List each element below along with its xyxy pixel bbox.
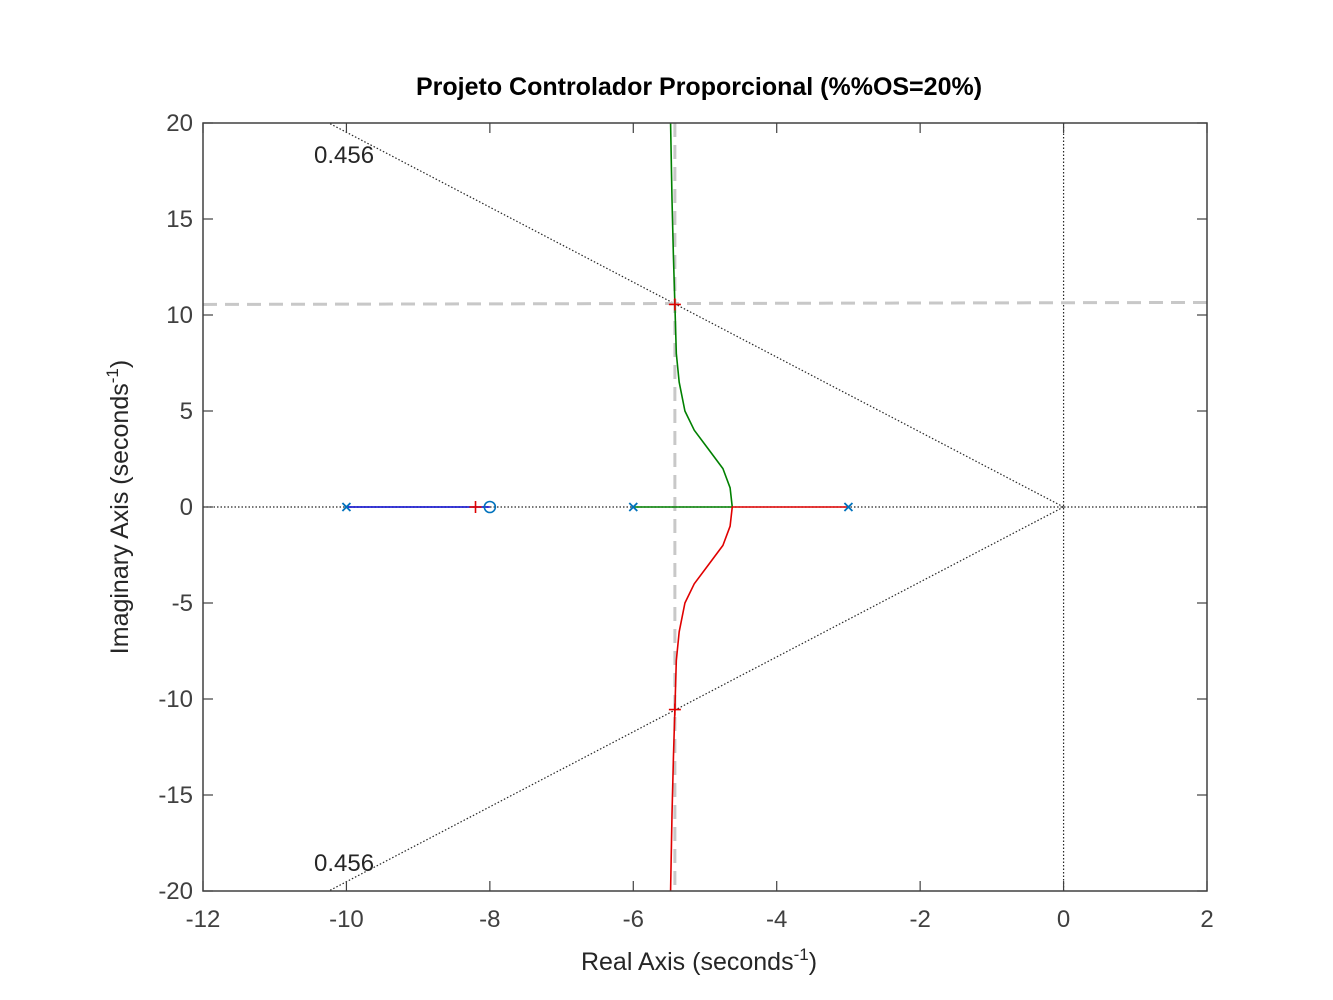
plot-frame	[202, 122, 1208, 892]
y-tick-label-5: 5	[180, 398, 193, 425]
y-tick-label-1: -15	[158, 782, 193, 809]
pole-stroke-b	[843, 502, 854, 512]
damping-label-upper: 0.456	[314, 142, 374, 169]
x-tick-label-5: -2	[909, 906, 930, 933]
gain-marker-1	[668, 298, 681, 311]
locus-branch-3	[669, 506, 849, 891]
y-tick-label-2: -10	[158, 686, 193, 713]
x-tick-label-7: 2	[1200, 906, 1213, 933]
pole-marker-1	[341, 502, 352, 512]
x-tick-label-0: -12	[186, 906, 221, 933]
x-tick-label-4: -4	[766, 906, 787, 933]
gain-marker-3	[469, 501, 482, 513]
pole-marker-2	[628, 502, 638, 512]
chart-title: Projeto Controlador Proporcional (%%OS=2…	[416, 73, 982, 101]
pole-stroke-b	[628, 502, 638, 512]
y-tick-label-3: -5	[172, 590, 193, 617]
x-tick-label-1: -10	[329, 906, 364, 933]
damping-line-lower	[328, 506, 1064, 891]
y-tick-label-7: 15	[166, 206, 193, 233]
damping-label-lower: 0.456	[314, 850, 374, 877]
x-tick-label-3: -6	[623, 906, 644, 933]
pole-stroke-b	[341, 502, 352, 512]
x-axis-label: Real Axis (seconds-1)	[581, 945, 817, 976]
locus-branch-2	[633, 123, 734, 508]
design-guide-horizontal	[203, 300, 1207, 306]
x-tick-label-6: 0	[1057, 906, 1070, 933]
x-tick-label-2: -8	[479, 906, 500, 933]
plot-content	[203, 123, 1207, 891]
y-tick-label-4: 0	[180, 494, 193, 521]
y-tick-label-0: -20	[158, 878, 193, 905]
y-axis-label: Imaginary Axis (seconds-1)	[103, 360, 134, 654]
zero-marker-1	[483, 500, 497, 514]
pole-marker-3	[843, 502, 854, 512]
y-tick-label-6: 10	[166, 302, 193, 329]
damping-line-upper	[328, 123, 1064, 508]
y-tick-label-8: 20	[166, 110, 193, 137]
gain-marker-2	[668, 703, 681, 716]
